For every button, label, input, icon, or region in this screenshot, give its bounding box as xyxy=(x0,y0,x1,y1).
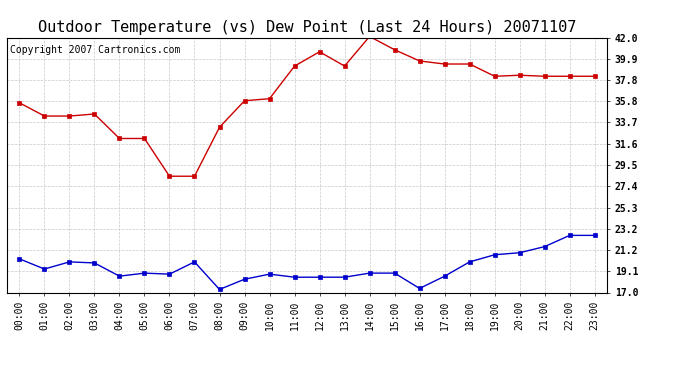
Title: Outdoor Temperature (vs) Dew Point (Last 24 Hours) 20071107: Outdoor Temperature (vs) Dew Point (Last… xyxy=(38,20,576,35)
Text: Copyright 2007 Cartronics.com: Copyright 2007 Cartronics.com xyxy=(10,45,180,55)
